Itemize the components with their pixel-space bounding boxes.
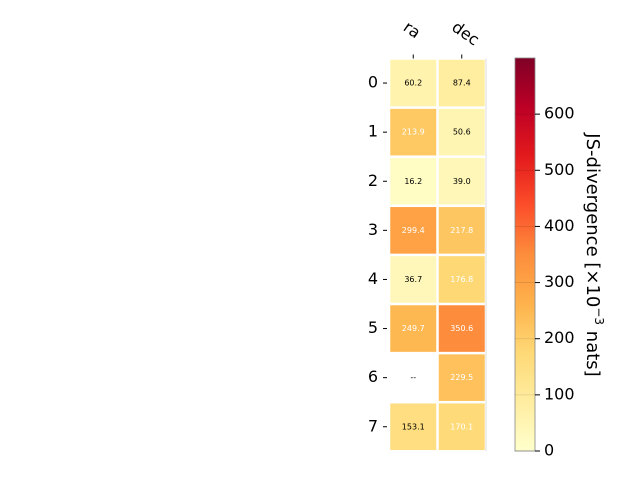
heatmap-cells: 60.2 87.4 213.9 50.6 16.2 39.0 299.4 217.8 36.7 1… [390, 59, 485, 451]
cell-value-label: 39.0 [453, 177, 471, 186]
heatmap-cell-3-ra [390, 207, 437, 254]
colorbar-tick-label-400: 400 [544, 216, 575, 235]
colorbar-tick-label-600: 600 [544, 104, 575, 123]
row-tick-label-4: 4 [368, 269, 378, 288]
row-tick-label-6: 6 [368, 367, 378, 386]
row-tick-label-2: 2 [368, 171, 378, 190]
cell-value-label: 60.2 [404, 79, 422, 88]
colorbar-tick-label-500: 500 [544, 160, 575, 179]
colorbar-ticks: 0 100 200 300 400 500 600 [515, 104, 575, 460]
colorbar-tick-label-200: 200 [544, 328, 575, 347]
heatmap-cell-1-ra [390, 108, 437, 156]
heatmap-cell-4-ra [390, 256, 437, 303]
heatmap-cell-5-dec [438, 305, 485, 352]
colorbar-gradient [514, 57, 536, 452]
heatmap-cell-3-dec [438, 207, 485, 254]
heatmap-cell-7-ra [390, 403, 437, 451]
heatmap-cell-7-dec [438, 403, 485, 451]
column-tick-label-dec: dec [448, 17, 482, 49]
cell-value-label: -- [410, 373, 416, 382]
heatmap-cell-2-dec [438, 157, 485, 205]
heatmap-cell-0-dec [438, 59, 485, 107]
row-tick-label-5: 5 [368, 318, 378, 337]
colorbar-label: JS-divergence [×10−3 nats] [582, 132, 607, 376]
row-tick-label-3: 3 [368, 220, 378, 239]
row-tick-label-0: 0 [368, 73, 378, 92]
cell-value-label: 213.9 [402, 128, 425, 137]
colorbar: 0 100 200 300 400 500 600 JS-divergence [×10−3… [514, 57, 607, 460]
cell-value-label: 249.7 [402, 324, 425, 333]
heatmap-cell-5-ra [390, 305, 437, 352]
row-tick-labels: 0 1 2 3 4 5 6 7 [368, 73, 387, 435]
cell-value-label: 50.6 [453, 128, 471, 137]
colorbar-tick-label-0: 0 [544, 441, 554, 460]
colorbar-tick-label-100: 100 [544, 384, 575, 403]
cell-value-label: 87.4 [453, 79, 471, 88]
heatmap-cell-0-ra [390, 59, 437, 107]
heatmap-cell-6-dec [438, 354, 485, 401]
row-tick-label-1: 1 [368, 122, 378, 141]
heatmap-cell-1-dec [438, 108, 485, 156]
column-tick-label-ra: ra [400, 17, 424, 42]
cell-value-label: 299.4 [402, 226, 425, 235]
row-tick-label-7: 7 [368, 416, 378, 435]
cell-value-label: 229.5 [450, 373, 473, 382]
heatmap-cell-2-ra [390, 157, 437, 205]
cell-value-label: 153.1 [402, 422, 425, 431]
cell-value-label: 176.8 [450, 275, 473, 284]
cell-value-label: 36.7 [404, 275, 422, 284]
cell-value-label: 170.1 [450, 422, 473, 431]
cell-value-label: 350.6 [450, 324, 473, 333]
heatmap-cell-4-dec [438, 256, 485, 303]
cell-value-label: 16.2 [404, 177, 422, 186]
colorbar-tick-label-300: 300 [544, 272, 575, 291]
cell-value-label: 217.8 [450, 226, 473, 235]
column-tick-labels: ra dec [400, 17, 483, 59]
